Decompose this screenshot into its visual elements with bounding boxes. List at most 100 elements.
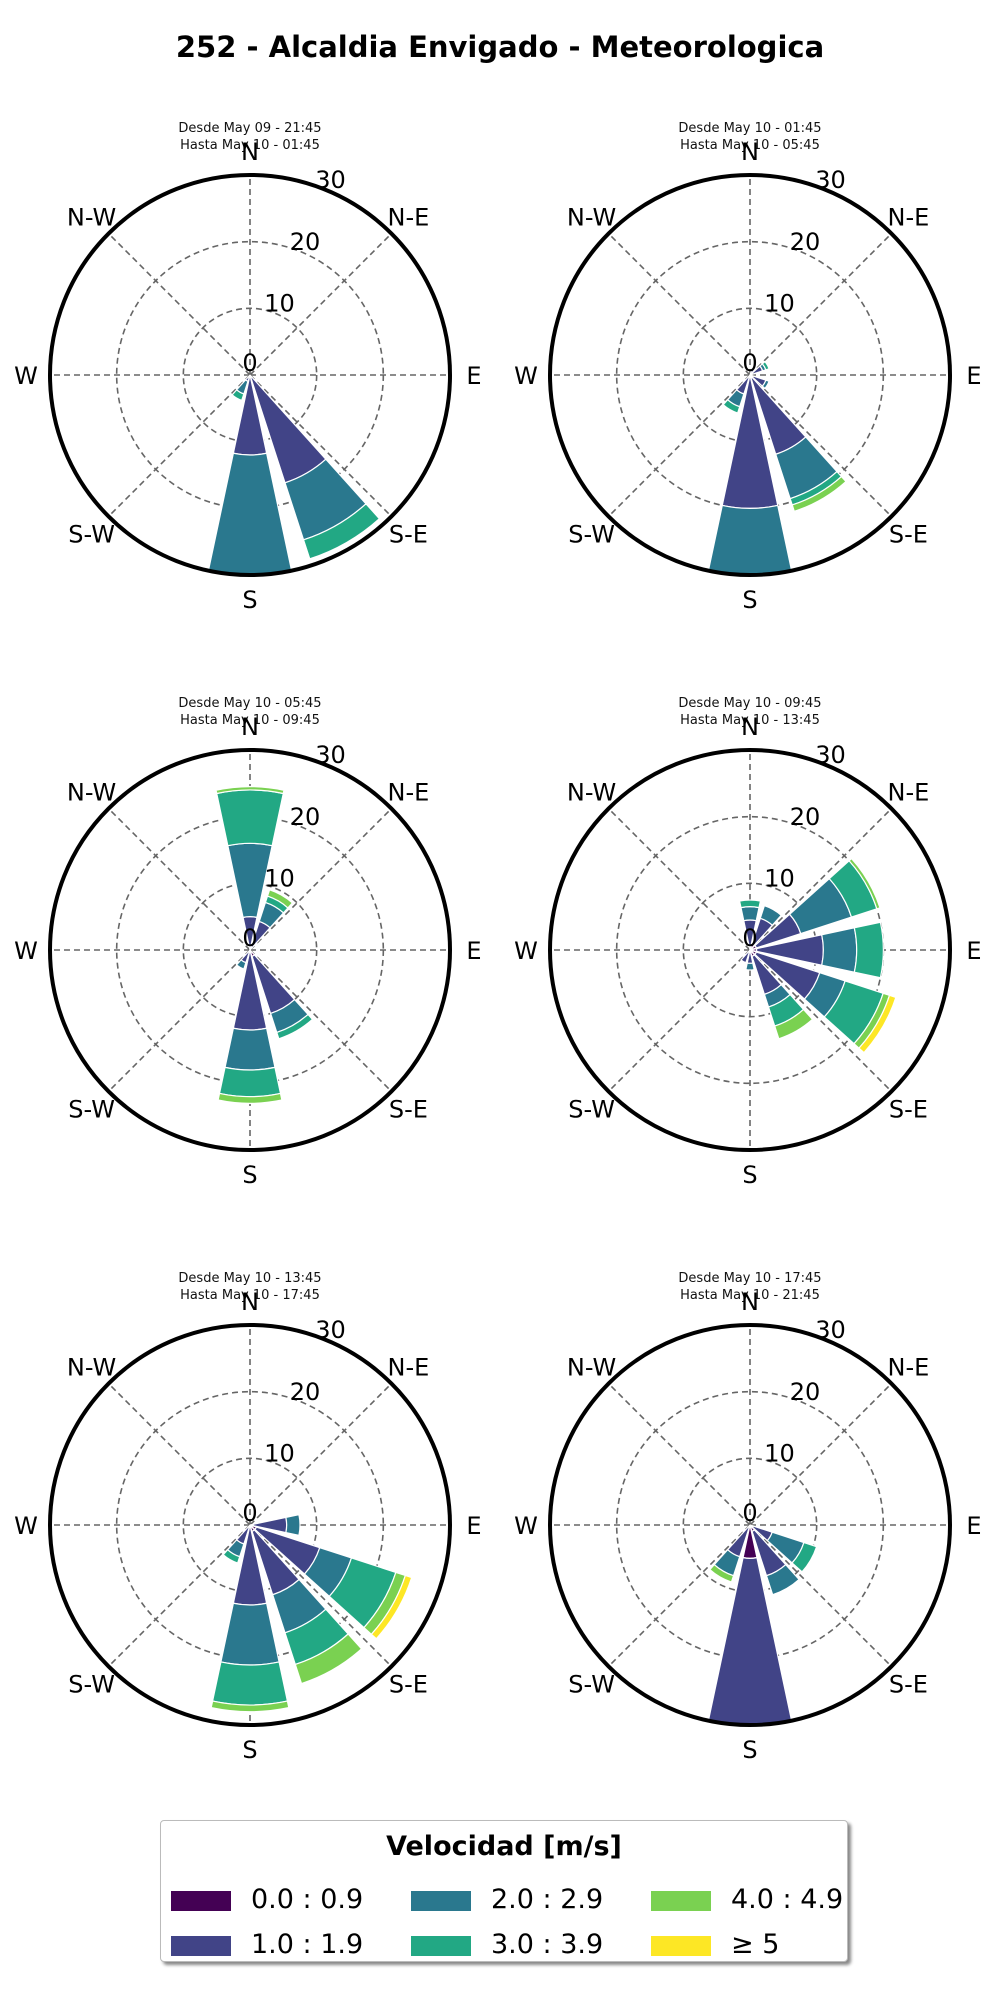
outer-ring [48,1323,452,1727]
outer-ring [48,173,452,577]
panel-date-from: Desde May 10 - 05:45 [178,696,322,711]
outer-ring [548,748,952,1152]
windrose-panel-3: Desde May 10 - 05:45 Hasta May 10 - 09:4… [14,695,481,1255]
legend-swatch [171,1891,231,1911]
direction-label: S [242,1161,257,1189]
wind-wedge [235,959,247,970]
direction-label: E [966,1512,981,1540]
direction-label: S-W [568,1670,615,1698]
wind-wedge [722,398,741,414]
wind-wedge [759,904,783,927]
wind-wedge [217,1092,283,1104]
wind-wedge [224,1027,276,1071]
grid-spoke [608,1383,751,1526]
ring-label: 30 [315,741,346,769]
grid-spoke [749,374,892,517]
ring-label: 0 [242,349,257,377]
panel-date-from: Desde May 10 - 01:45 [678,121,822,136]
direction-label: S-E [389,1670,428,1698]
direction-label: S-E [389,1095,428,1123]
direction-label: S-E [389,520,428,548]
wind-wedge [285,1513,301,1537]
ring-label: 0 [242,924,257,952]
direction-label: S-W [68,1095,115,1123]
legend-swatch [651,1891,711,1911]
wind-wedge [773,1008,814,1040]
wind-wedge [740,906,760,922]
wind-wedge [738,899,762,909]
panel-date-from: Desde May 10 - 17:45 [678,1271,822,1286]
outer-ring [48,748,452,1152]
grid-spoke [749,233,892,376]
direction-label: W [514,362,538,390]
direction-label: S [242,586,257,614]
legend: Velocidad [m/s] 0.0 : 0.9 1.0 : 1.9 2.0 … [160,1820,848,1962]
direction-label: E [966,362,981,390]
wind-wedge [216,789,284,847]
grid-spoke [108,374,251,517]
wind-wedge [848,857,881,910]
ring-label: 20 [290,1378,321,1406]
grid-spoke [249,949,392,1092]
direction-label: S-E [889,1095,928,1123]
legend-swatch [651,1936,711,1956]
wind-wedge [232,949,268,1031]
ring-label: 20 [790,1378,821,1406]
legend-label: 4.0 : 4.9 [731,1884,844,1915]
grid-spoke [108,949,251,1092]
panel-date-to: Hasta May 10 - 01:45 [180,138,320,153]
panel-date-from: Desde May 09 - 21:45 [178,121,322,136]
chart-title: 252 - Alcaldia Envigado - Meteorologica [175,30,825,64]
legend-swatch [411,1891,471,1911]
grid-spoke [249,1383,392,1526]
direction-label: S-W [568,1095,615,1123]
wind-wedge [222,1548,241,1564]
legend-label: 2.0 : 2.9 [491,1884,604,1915]
ring-label: 0 [242,1499,257,1527]
ring-label: 10 [264,864,295,892]
ring-label: 10 [764,1439,795,1467]
ring-label: 0 [742,1499,757,1527]
windrose-panel-5: Desde May 10 - 13:45 Hasta May 10 - 17:4… [14,1270,481,1830]
windrose-3: 0 10 20 30 N N-E E S-E S S-W W N-W [14,713,481,1189]
direction-label: N-W [567,1354,616,1382]
direction-label: W [14,937,38,965]
wind-wedge [709,1563,735,1583]
ring-label: 30 [315,166,346,194]
direction-label: S-E [889,1670,928,1698]
direction-label: W [514,1512,538,1540]
wind-wedge [721,374,779,509]
windrose-2: 0 10 20 30 N N-E E S-E S S-W W N-W [514,138,981,614]
panel-date-to: Hasta May 10 - 13:45 [680,713,820,728]
ring-label: 30 [815,741,846,769]
ring-label: 0 [742,924,757,952]
wind-wedge [858,994,897,1054]
direction-label: N-E [388,1354,430,1382]
direction-label: N [741,1288,759,1316]
ring-label: 10 [264,1439,295,1467]
grid-spoke [249,374,392,517]
direction-label: N [741,713,759,741]
direction-label: N-E [888,779,930,807]
direction-label: S [742,1736,757,1764]
grid-spoke [749,1383,892,1526]
windrose-5: 0 10 20 30 N N-E E S-E S S-W W N-W [14,1288,481,1764]
ring-label: 20 [290,803,321,831]
direction-label: S-W [68,520,115,548]
ring-label: 20 [290,228,321,256]
wind-wedge [765,1563,800,1596]
wind-wedge [276,1013,314,1040]
wind-wedge [370,1574,413,1640]
direction-label: N-W [67,779,116,807]
direction-label: N-W [567,779,616,807]
direction-label: N-E [388,779,430,807]
direction-label: S-E [889,520,928,548]
direction-label: N [241,713,259,741]
panel-date-to: Hasta May 10 - 09:45 [180,713,320,728]
outer-ring [548,173,952,577]
ring-label: 20 [790,803,821,831]
direction-label: E [966,937,981,965]
grid-spoke [608,949,751,1092]
grid-spoke [249,233,392,376]
wind-wedge [761,379,770,390]
